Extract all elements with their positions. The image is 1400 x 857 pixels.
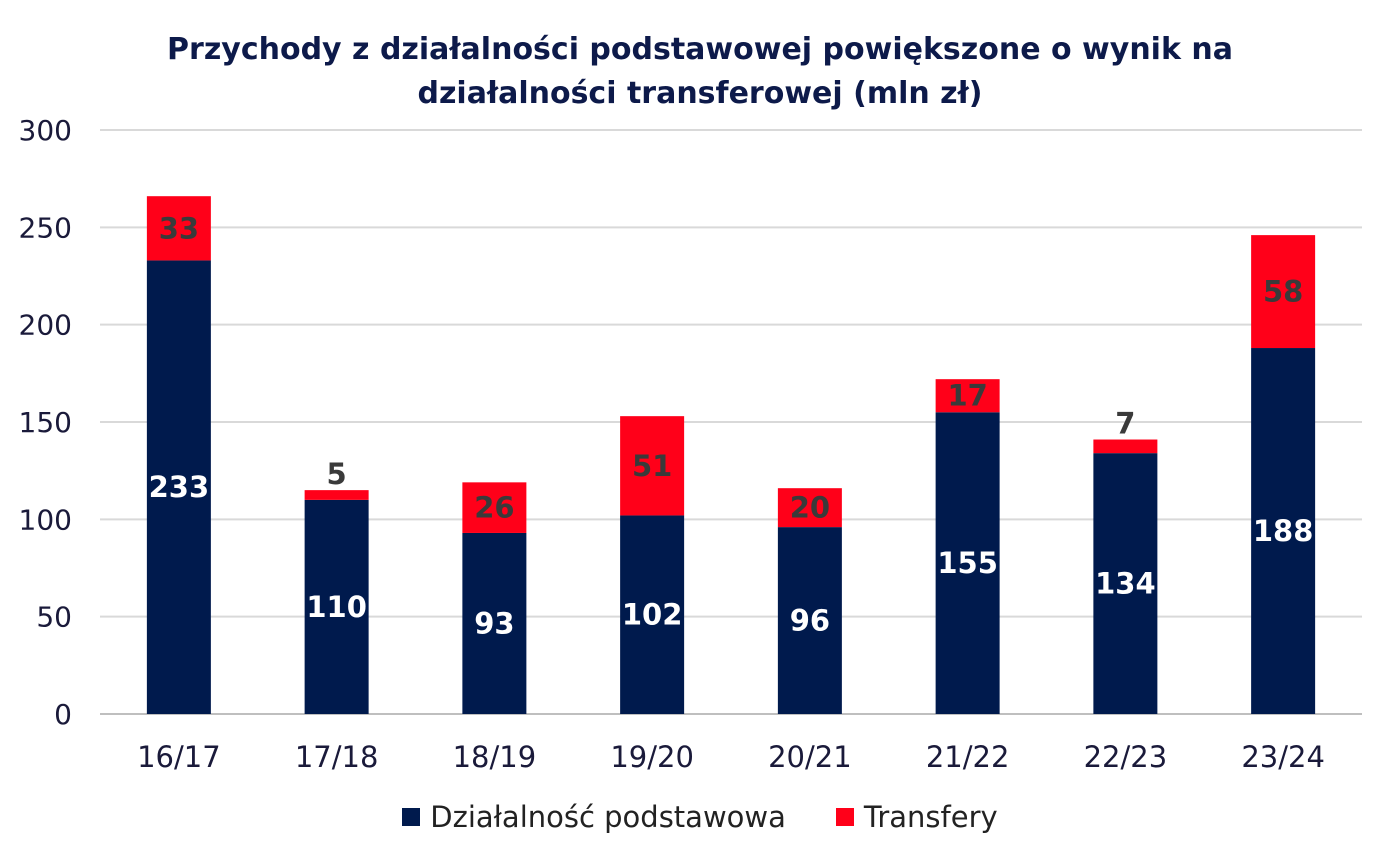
data-label-transfers: 26 xyxy=(474,491,514,525)
x-tick-label: 22/23 xyxy=(1084,740,1168,774)
data-label-base: 102 xyxy=(622,598,683,632)
legend-item-transfers: Transfery xyxy=(835,800,998,834)
data-label-base: 134 xyxy=(1095,567,1156,601)
chart-title-line-2: działalności transferowej (mln zł) xyxy=(417,76,983,111)
chart-title-line-1: Przychody z działalności podstawowej pow… xyxy=(167,32,1233,67)
y-tick-label: 250 xyxy=(19,211,72,244)
data-label-base: 188 xyxy=(1253,514,1314,548)
legend-swatch-transfers xyxy=(835,808,854,826)
data-label-transfers: 58 xyxy=(1263,275,1303,309)
bar-transfers xyxy=(935,379,1000,413)
x-tick-label: 21/22 xyxy=(926,740,1010,774)
legend-item-base: Działalność podstawowa xyxy=(402,800,786,834)
bar-transfers xyxy=(146,196,211,261)
data-label-transfers: 51 xyxy=(632,449,672,483)
bar-base xyxy=(1093,453,1158,714)
data-label-base: 93 xyxy=(474,606,514,640)
data-label-base: 233 xyxy=(149,470,210,504)
y-tick-label: 300 xyxy=(19,114,72,147)
bar-base xyxy=(935,412,1000,714)
legend-label-transfers: Transfery xyxy=(863,800,998,834)
data-label-base: 155 xyxy=(937,546,998,580)
bar-base xyxy=(462,532,527,714)
data-label-base: 110 xyxy=(306,590,367,624)
bar-transfers xyxy=(1093,439,1158,454)
bar-base xyxy=(777,527,842,714)
legend: Działalność podstawowa Transfery xyxy=(0,800,1400,834)
chart-title: Przychody z działalności podstawowej pow… xyxy=(0,28,1400,116)
bar-transfers xyxy=(462,482,527,533)
data-label-base: 96 xyxy=(790,604,830,638)
bar-transfers xyxy=(620,416,685,516)
x-tick-label: 18/19 xyxy=(453,740,537,774)
data-label-transfers: 5 xyxy=(327,457,347,491)
bar-base xyxy=(146,260,211,714)
y-tick-label: 100 xyxy=(19,503,72,536)
y-tick-label: 200 xyxy=(19,309,72,342)
x-tick-label: 17/18 xyxy=(295,740,379,774)
y-tick-label: 150 xyxy=(19,406,72,439)
x-tick-label: 23/24 xyxy=(1241,740,1325,774)
bar-base xyxy=(1251,348,1316,714)
x-tick-label: 16/17 xyxy=(137,740,221,774)
bar-base xyxy=(620,515,685,714)
legend-label-base: Działalność podstawowa xyxy=(430,800,786,834)
y-tick-label: 0 xyxy=(54,698,72,731)
data-label-transfers: 7 xyxy=(1115,407,1135,441)
bar-base xyxy=(304,499,369,714)
data-label-transfers: 20 xyxy=(790,491,830,525)
legend-swatch-base xyxy=(402,808,421,826)
data-label-transfers: 17 xyxy=(947,379,987,413)
data-label-transfers: 33 xyxy=(159,211,199,245)
x-tick-label: 20/21 xyxy=(768,740,852,774)
bar-transfers xyxy=(1251,235,1316,349)
bar-transfers xyxy=(304,490,369,500)
x-tick-label: 19/20 xyxy=(610,740,694,774)
bar-transfers xyxy=(777,488,842,528)
y-tick-label: 50 xyxy=(36,601,72,634)
